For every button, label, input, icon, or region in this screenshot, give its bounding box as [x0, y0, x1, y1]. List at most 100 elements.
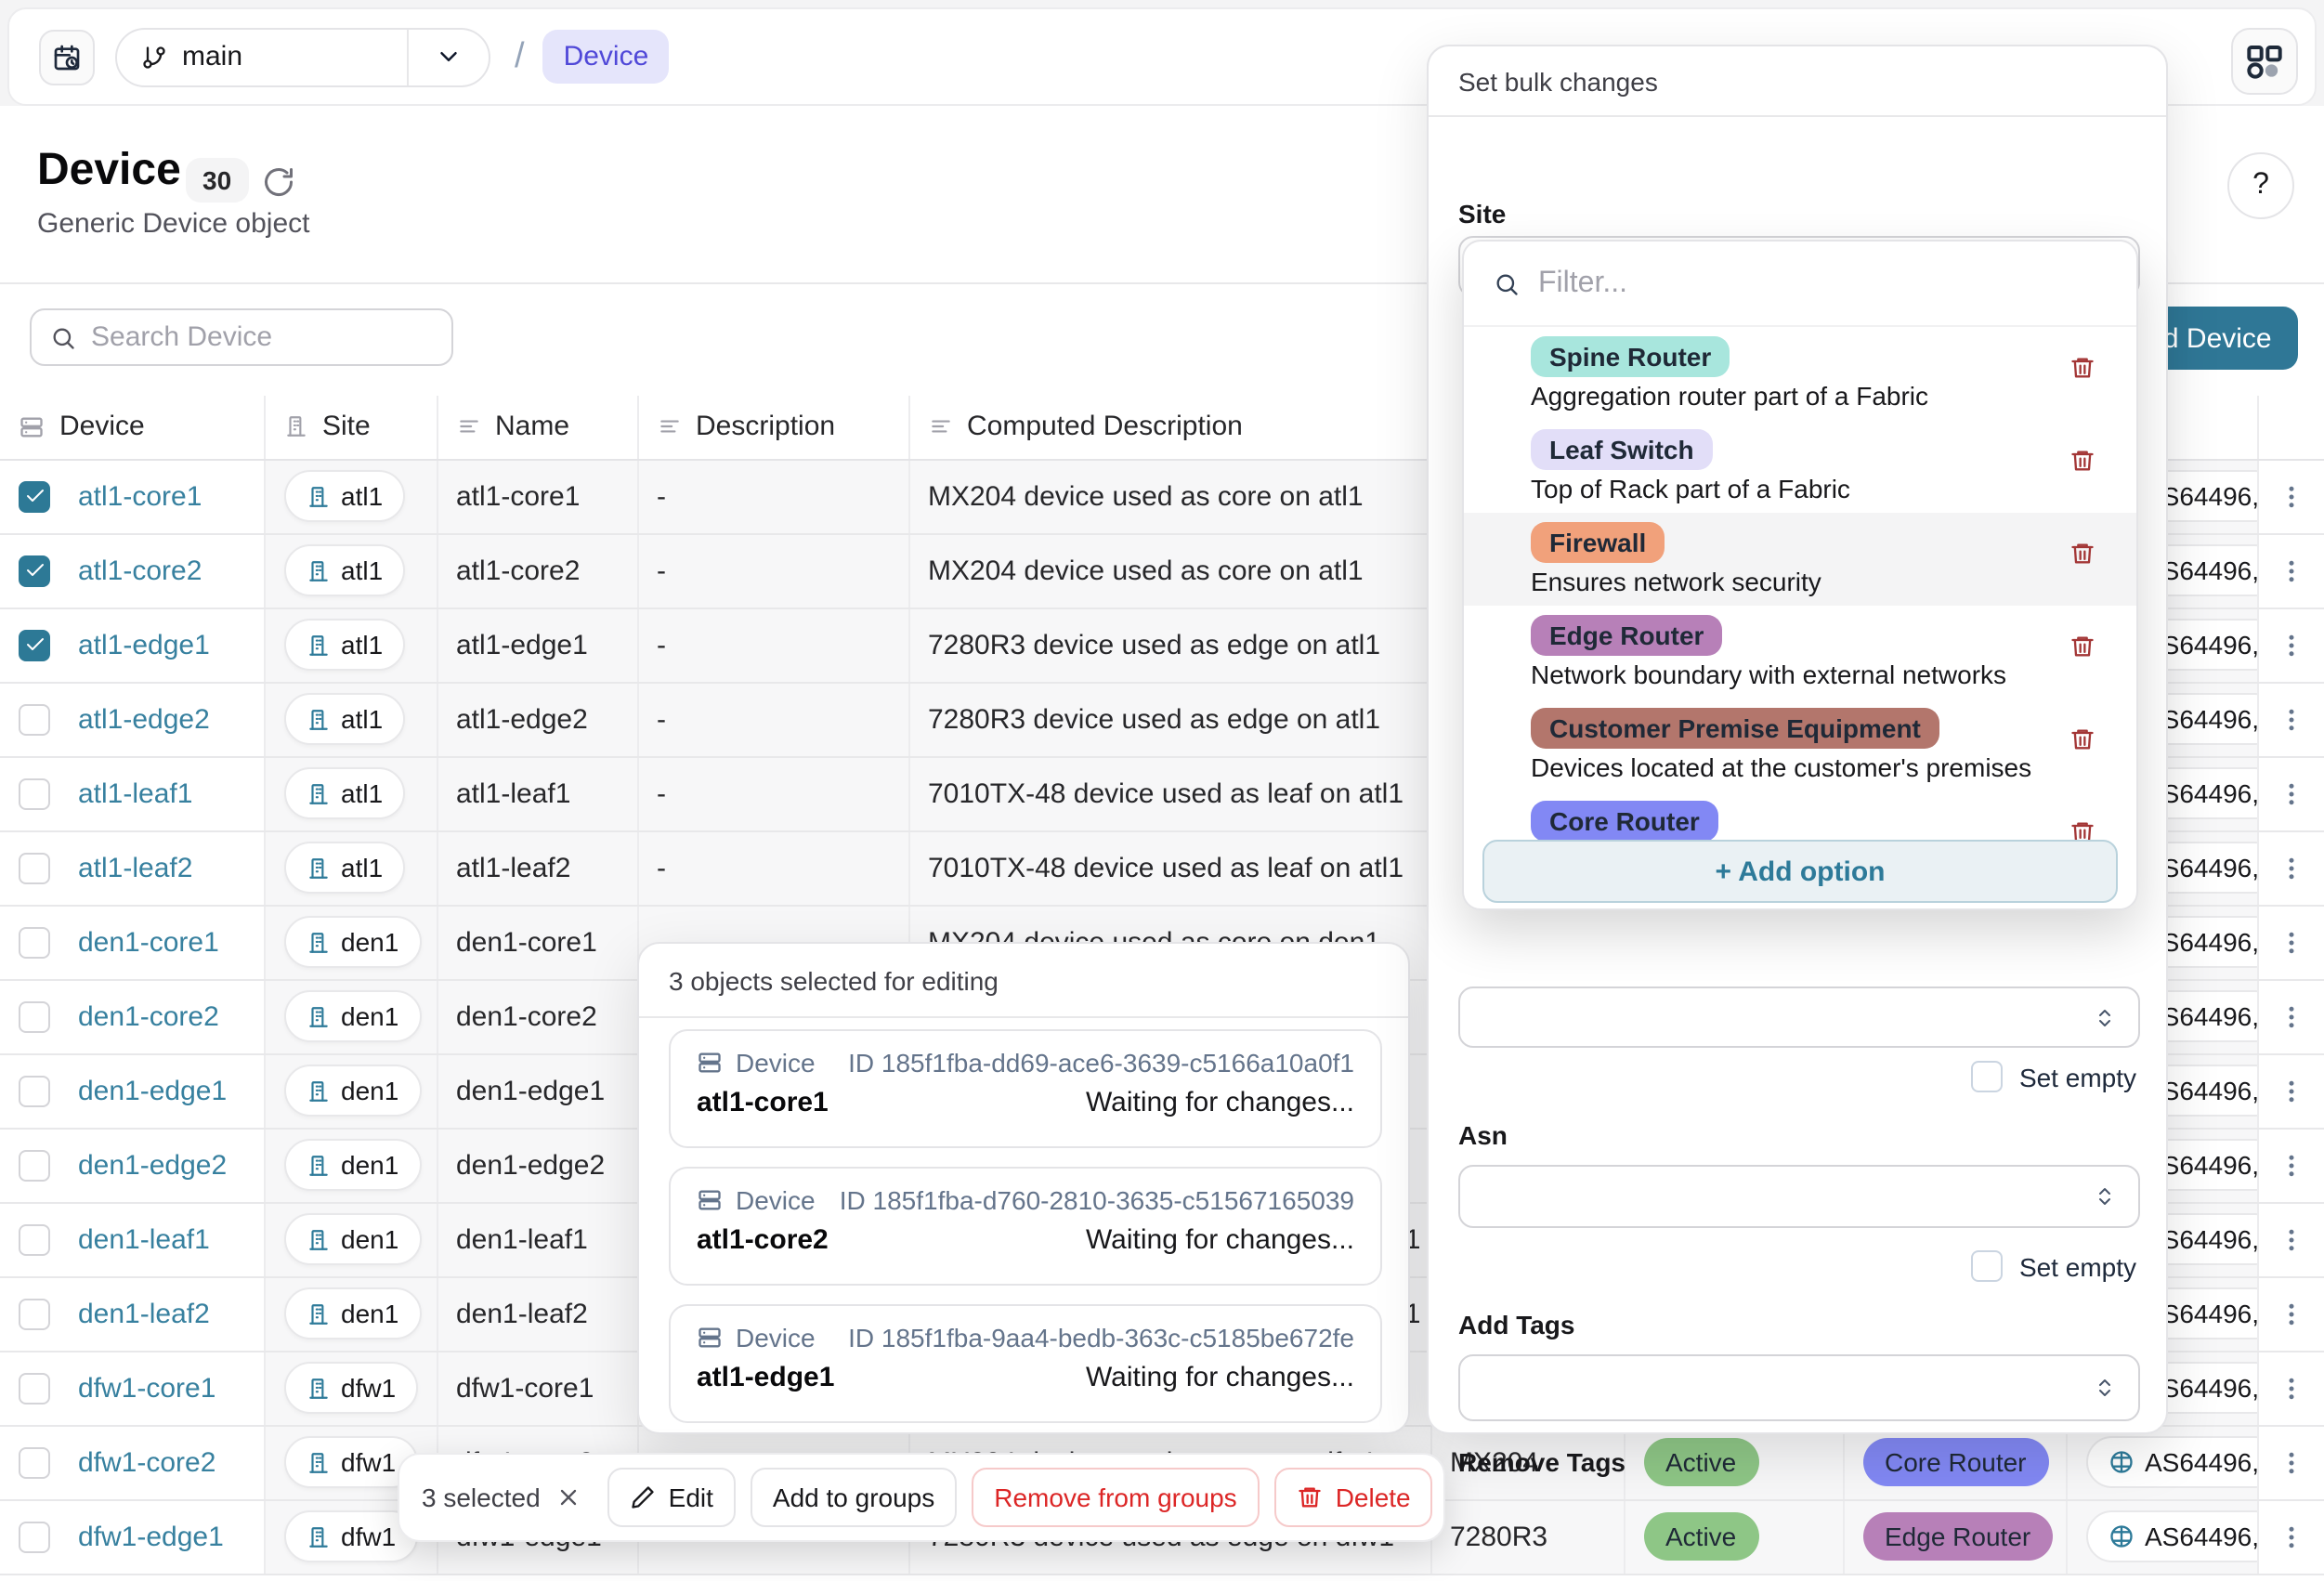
row-checkbox[interactable]: [19, 1298, 50, 1329]
site-badge[interactable]: atl1: [283, 470, 406, 522]
add-tags-select[interactable]: [1458, 1354, 2140, 1421]
status-select[interactable]: [1458, 986, 2140, 1048]
device-link[interactable]: dfw1-core2: [78, 1446, 216, 1478]
row-checkbox[interactable]: [19, 555, 50, 586]
dropdown-filter-input[interactable]: [1538, 267, 2107, 300]
row-checkbox[interactable]: [19, 1372, 50, 1404]
device-link[interactable]: den1-leaf2: [78, 1298, 210, 1329]
set-empty-checkbox[interactable]: [1970, 1250, 2003, 1282]
row-menu-button[interactable]: [2270, 549, 2313, 592]
row-menu-button[interactable]: [2270, 995, 2313, 1038]
schema-button[interactable]: [2231, 28, 2298, 95]
device-link[interactable]: den1-core2: [78, 1000, 219, 1032]
row-menu-button[interactable]: [2270, 1441, 2313, 1483]
site-badge[interactable]: den1: [283, 1065, 422, 1117]
search-device-box: [30, 308, 461, 366]
edit-button[interactable]: Edit: [607, 1468, 736, 1527]
row-menu-button[interactable]: [2270, 1218, 2313, 1261]
device-link[interactable]: den1-edge2: [78, 1149, 228, 1181]
site-badge[interactable]: den1: [283, 1287, 422, 1339]
column-header-device[interactable]: Device: [0, 396, 265, 460]
dropdown-option-leaf-switch[interactable]: Leaf Switch Top of Rack part of a Fabric: [1464, 420, 2136, 513]
selected-object-card: Device ID 185f1fba-9aa4-bedb-363c-c5185be…: [669, 1304, 1382, 1423]
device-link[interactable]: atl1-core1: [78, 480, 202, 512]
device-link[interactable]: dfw1-edge1: [78, 1521, 224, 1552]
delete-option-button[interactable]: [2069, 541, 2096, 567]
delete-option-button[interactable]: [2069, 355, 2096, 381]
help-button[interactable]: ?: [2227, 152, 2294, 219]
row-menu-button[interactable]: [2270, 1515, 2313, 1558]
row-checkbox[interactable]: [19, 777, 50, 809]
device-link[interactable]: atl1-leaf1: [78, 777, 193, 809]
row-checkbox[interactable]: [19, 1149, 50, 1181]
row-checkbox[interactable]: [19, 1223, 50, 1255]
delete-option-button[interactable]: [2069, 448, 2096, 474]
column-header-site[interactable]: Site: [264, 396, 437, 460]
dropdown-option-edge-router[interactable]: Edge Router Network boundary with externa…: [1464, 606, 2136, 699]
row-checkbox[interactable]: [19, 852, 50, 883]
site-badge[interactable]: atl1: [283, 842, 406, 894]
row-checkbox[interactable]: [19, 480, 50, 512]
dropdown-option-customer-premise-equipment[interactable]: Customer Premise Equipment Devices locate…: [1464, 699, 2136, 791]
row-menu-button[interactable]: [2270, 772, 2313, 815]
search-input[interactable]: [91, 321, 461, 353]
site-badge[interactable]: dfw1: [283, 1436, 419, 1488]
delete-option-button[interactable]: [2069, 726, 2096, 752]
site-badge[interactable]: den1: [283, 1213, 422, 1265]
row-checkbox[interactable]: [19, 1075, 50, 1106]
delete-button[interactable]: Delete: [1273, 1468, 1433, 1527]
device-link[interactable]: den1-leaf1: [78, 1223, 210, 1255]
row-menu-button[interactable]: [2270, 623, 2313, 666]
time-travel-button[interactable]: [39, 29, 95, 85]
delete-option-button[interactable]: [2069, 634, 2096, 660]
remove-from-groups-button[interactable]: Remove from groups: [972, 1468, 1260, 1527]
add-to-groups-button[interactable]: Add to groups: [750, 1468, 958, 1527]
site-badge[interactable]: atl1: [283, 693, 406, 745]
device-link[interactable]: atl1-core2: [78, 555, 202, 586]
site-badge[interactable]: atl1: [283, 544, 406, 596]
set-empty-checkbox[interactable]: [1970, 1061, 2003, 1092]
column-header-description[interactable]: Description: [637, 396, 909, 460]
row-menu-button[interactable]: [2270, 1366, 2313, 1409]
row-checkbox[interactable]: [19, 629, 50, 660]
device-link[interactable]: atl1-leaf2: [78, 852, 193, 883]
device-link[interactable]: den1-edge1: [78, 1075, 228, 1106]
row-checkbox[interactable]: [19, 1446, 50, 1478]
add-option-button[interactable]: + Add option: [1482, 840, 2118, 903]
dropdown-option-spine-router[interactable]: Spine Router Aggregation router part of a…: [1464, 327, 2136, 420]
site-badge[interactable]: den1: [283, 990, 422, 1042]
row-checkbox[interactable]: [19, 926, 50, 958]
dropdown-option-core-router[interactable]: Core Router: [1464, 791, 2136, 884]
device-link[interactable]: atl1-edge1: [78, 629, 210, 660]
row-menu-button[interactable]: [2270, 1292, 2313, 1335]
column-header-computed-description[interactable]: Computed Description: [908, 396, 1431, 460]
site-badge[interactable]: dfw1: [283, 1510, 419, 1562]
asn-select[interactable]: [1458, 1165, 2140, 1228]
row-menu-button[interactable]: [2270, 475, 2313, 517]
chevrons-up-down-icon: [2094, 1377, 2116, 1399]
device-link[interactable]: atl1-edge2: [78, 703, 210, 735]
site-badge[interactable]: atl1: [283, 619, 406, 671]
row-menu-button[interactable]: [2270, 846, 2313, 889]
row-menu-button[interactable]: [2270, 921, 2313, 963]
row-checkbox[interactable]: [19, 1521, 50, 1552]
site-badge[interactable]: dfw1: [283, 1362, 419, 1414]
row-menu-button[interactable]: [2270, 1143, 2313, 1186]
branch-selector[interactable]: main: [115, 27, 490, 86]
branch-dropdown-toggle[interactable]: [407, 29, 489, 85]
refresh-button[interactable]: [262, 162, 303, 203]
site-badge[interactable]: den1: [283, 916, 422, 968]
device-link[interactable]: dfw1-core1: [78, 1372, 216, 1404]
row-menu-button[interactable]: [2270, 1069, 2313, 1112]
site-badge[interactable]: den1: [283, 1139, 422, 1191]
dropdown-option-firewall[interactable]: Firewall Ensures network security: [1464, 513, 2136, 606]
site-badge[interactable]: atl1: [283, 767, 406, 819]
row-checkbox[interactable]: [19, 1000, 50, 1032]
breadcrumb-device[interactable]: Device: [542, 30, 670, 84]
row-checkbox[interactable]: [19, 703, 50, 735]
column-header-name[interactable]: Name: [437, 396, 638, 460]
clear-selection-button[interactable]: [555, 1484, 581, 1510]
row-menu-button[interactable]: [2270, 698, 2313, 740]
device-link[interactable]: den1-core1: [78, 926, 219, 958]
asn-cell: AS64496,: [2066, 1425, 2258, 1500]
